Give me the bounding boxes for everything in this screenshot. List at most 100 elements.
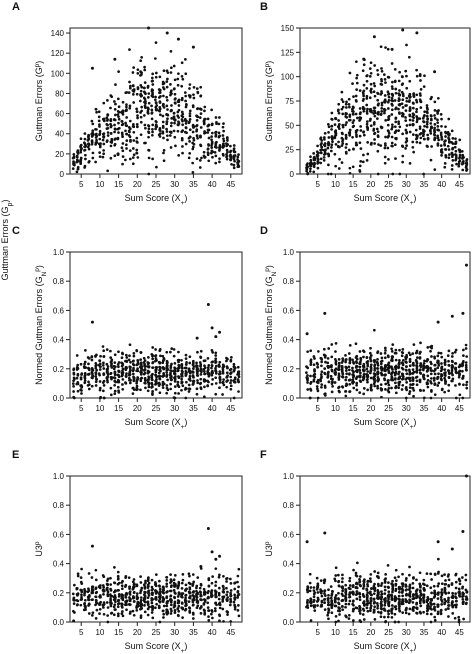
data-point	[440, 362, 443, 365]
data-point	[437, 138, 440, 142]
data-point	[380, 106, 384, 110]
data-point	[429, 572, 433, 576]
data-point	[443, 598, 447, 601]
data-point	[306, 172, 309, 176]
data-point	[369, 383, 373, 387]
data-point	[203, 609, 206, 613]
data-point	[158, 391, 162, 395]
x-tick-label: 40	[208, 404, 217, 413]
data-point	[132, 101, 136, 104]
data-point	[316, 166, 320, 170]
data-point	[113, 581, 116, 585]
data-point	[217, 365, 221, 368]
data-point	[206, 379, 209, 383]
data-point	[161, 585, 165, 589]
data-point	[320, 139, 324, 142]
data-point	[457, 618, 461, 622]
data-point	[199, 377, 203, 381]
data-point	[404, 608, 408, 612]
data-point	[359, 609, 362, 612]
data-point	[383, 155, 387, 159]
data-point	[341, 589, 345, 593]
data-point	[229, 158, 232, 162]
data-point	[233, 607, 237, 611]
data-point	[397, 601, 401, 605]
data-point	[162, 374, 166, 377]
data-point	[384, 364, 387, 368]
data-point	[161, 131, 165, 135]
data-point	[169, 131, 173, 134]
data-point	[401, 588, 405, 592]
data-point	[214, 351, 218, 355]
data-point	[330, 118, 334, 121]
data-point	[337, 125, 340, 128]
data-point	[161, 609, 165, 613]
data-point	[383, 578, 387, 582]
data-point	[358, 595, 362, 599]
data-point	[75, 368, 79, 371]
data-point	[372, 129, 376, 132]
data-point	[380, 126, 384, 130]
data-point	[386, 379, 390, 383]
data-point	[218, 330, 222, 334]
data-point	[368, 109, 372, 113]
x-tick-label: 20	[366, 404, 375, 413]
data-point	[376, 134, 380, 138]
data-point	[113, 608, 117, 612]
data-point	[379, 352, 383, 355]
x-tick-label: 35	[420, 180, 429, 189]
data-point	[94, 127, 97, 131]
data-point	[151, 361, 155, 364]
data-point	[154, 41, 158, 44]
data-point	[344, 102, 348, 106]
data-point	[113, 376, 117, 380]
data-point	[319, 151, 323, 155]
data-point	[373, 586, 377, 590]
data-point	[177, 601, 181, 605]
data-point	[447, 372, 451, 375]
data-point	[391, 579, 394, 583]
data-point	[415, 383, 419, 387]
x-tick-label: 20	[133, 628, 142, 637]
data-point	[180, 138, 184, 142]
data-point	[390, 347, 393, 351]
data-point	[408, 357, 412, 361]
data-point	[199, 349, 203, 353]
data-point	[88, 593, 91, 597]
data-point	[422, 389, 426, 392]
data-point	[379, 611, 383, 615]
data-point	[191, 582, 195, 586]
data-point	[214, 116, 218, 119]
data-point	[217, 597, 221, 601]
data-point	[351, 600, 355, 603]
data-point	[79, 150, 83, 154]
data-point	[158, 593, 162, 597]
data-point	[236, 155, 240, 159]
data-point	[132, 591, 136, 595]
data-point	[439, 611, 443, 615]
data-point	[188, 112, 192, 115]
y-tick-label: 50	[285, 121, 294, 130]
y-tick-label: 120	[51, 49, 65, 58]
data-point	[394, 351, 398, 355]
data-point	[351, 125, 355, 129]
data-point	[365, 94, 369, 98]
data-point	[444, 135, 447, 138]
data-point	[437, 372, 440, 376]
data-point	[173, 600, 177, 604]
data-point	[91, 151, 95, 155]
data-point	[109, 583, 113, 586]
data-point	[331, 384, 334, 388]
data-point	[151, 357, 154, 361]
data-point	[404, 579, 408, 582]
data-point	[376, 358, 379, 361]
data-point	[173, 361, 177, 365]
data-point	[333, 381, 337, 384]
data-point	[229, 372, 232, 375]
data-point	[161, 80, 165, 84]
data-point	[112, 613, 116, 617]
data-point	[180, 581, 184, 585]
data-point	[143, 610, 147, 614]
data-point	[106, 126, 110, 130]
data-point	[394, 107, 397, 111]
